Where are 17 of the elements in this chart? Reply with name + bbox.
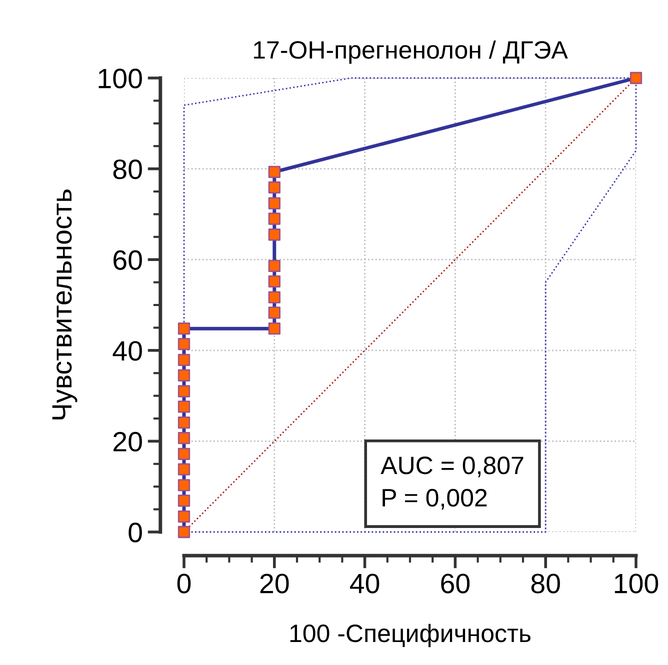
x-tick-label: 40 — [350, 574, 380, 594]
y-tick-label: 60 — [114, 250, 142, 270]
y-tick-label: 20 — [114, 432, 142, 452]
chart-title: 17-OH-прегненолон / ДГЭА — [254, 40, 568, 64]
x-tick-label: 0 — [177, 574, 191, 594]
x-tick-label: 60 — [441, 574, 470, 594]
y-tick-label: 0 — [128, 522, 142, 542]
annotation: AUC = 0,807 — [380, 456, 524, 478]
y-axis-title: Чувствительность — [52, 190, 78, 420]
annotation: P = 0,002 — [382, 488, 487, 510]
y-tick-label: 100 — [98, 68, 142, 88]
x-tick-label: 80 — [531, 574, 560, 594]
y-tick-label: 40 — [112, 341, 142, 361]
x-tick-label: 20 — [260, 574, 289, 594]
y-tick-label: 80 — [113, 159, 142, 180]
x-tick-label: 100 — [614, 574, 658, 594]
x-axis-title: 100 -Специфичность — [290, 624, 530, 648]
